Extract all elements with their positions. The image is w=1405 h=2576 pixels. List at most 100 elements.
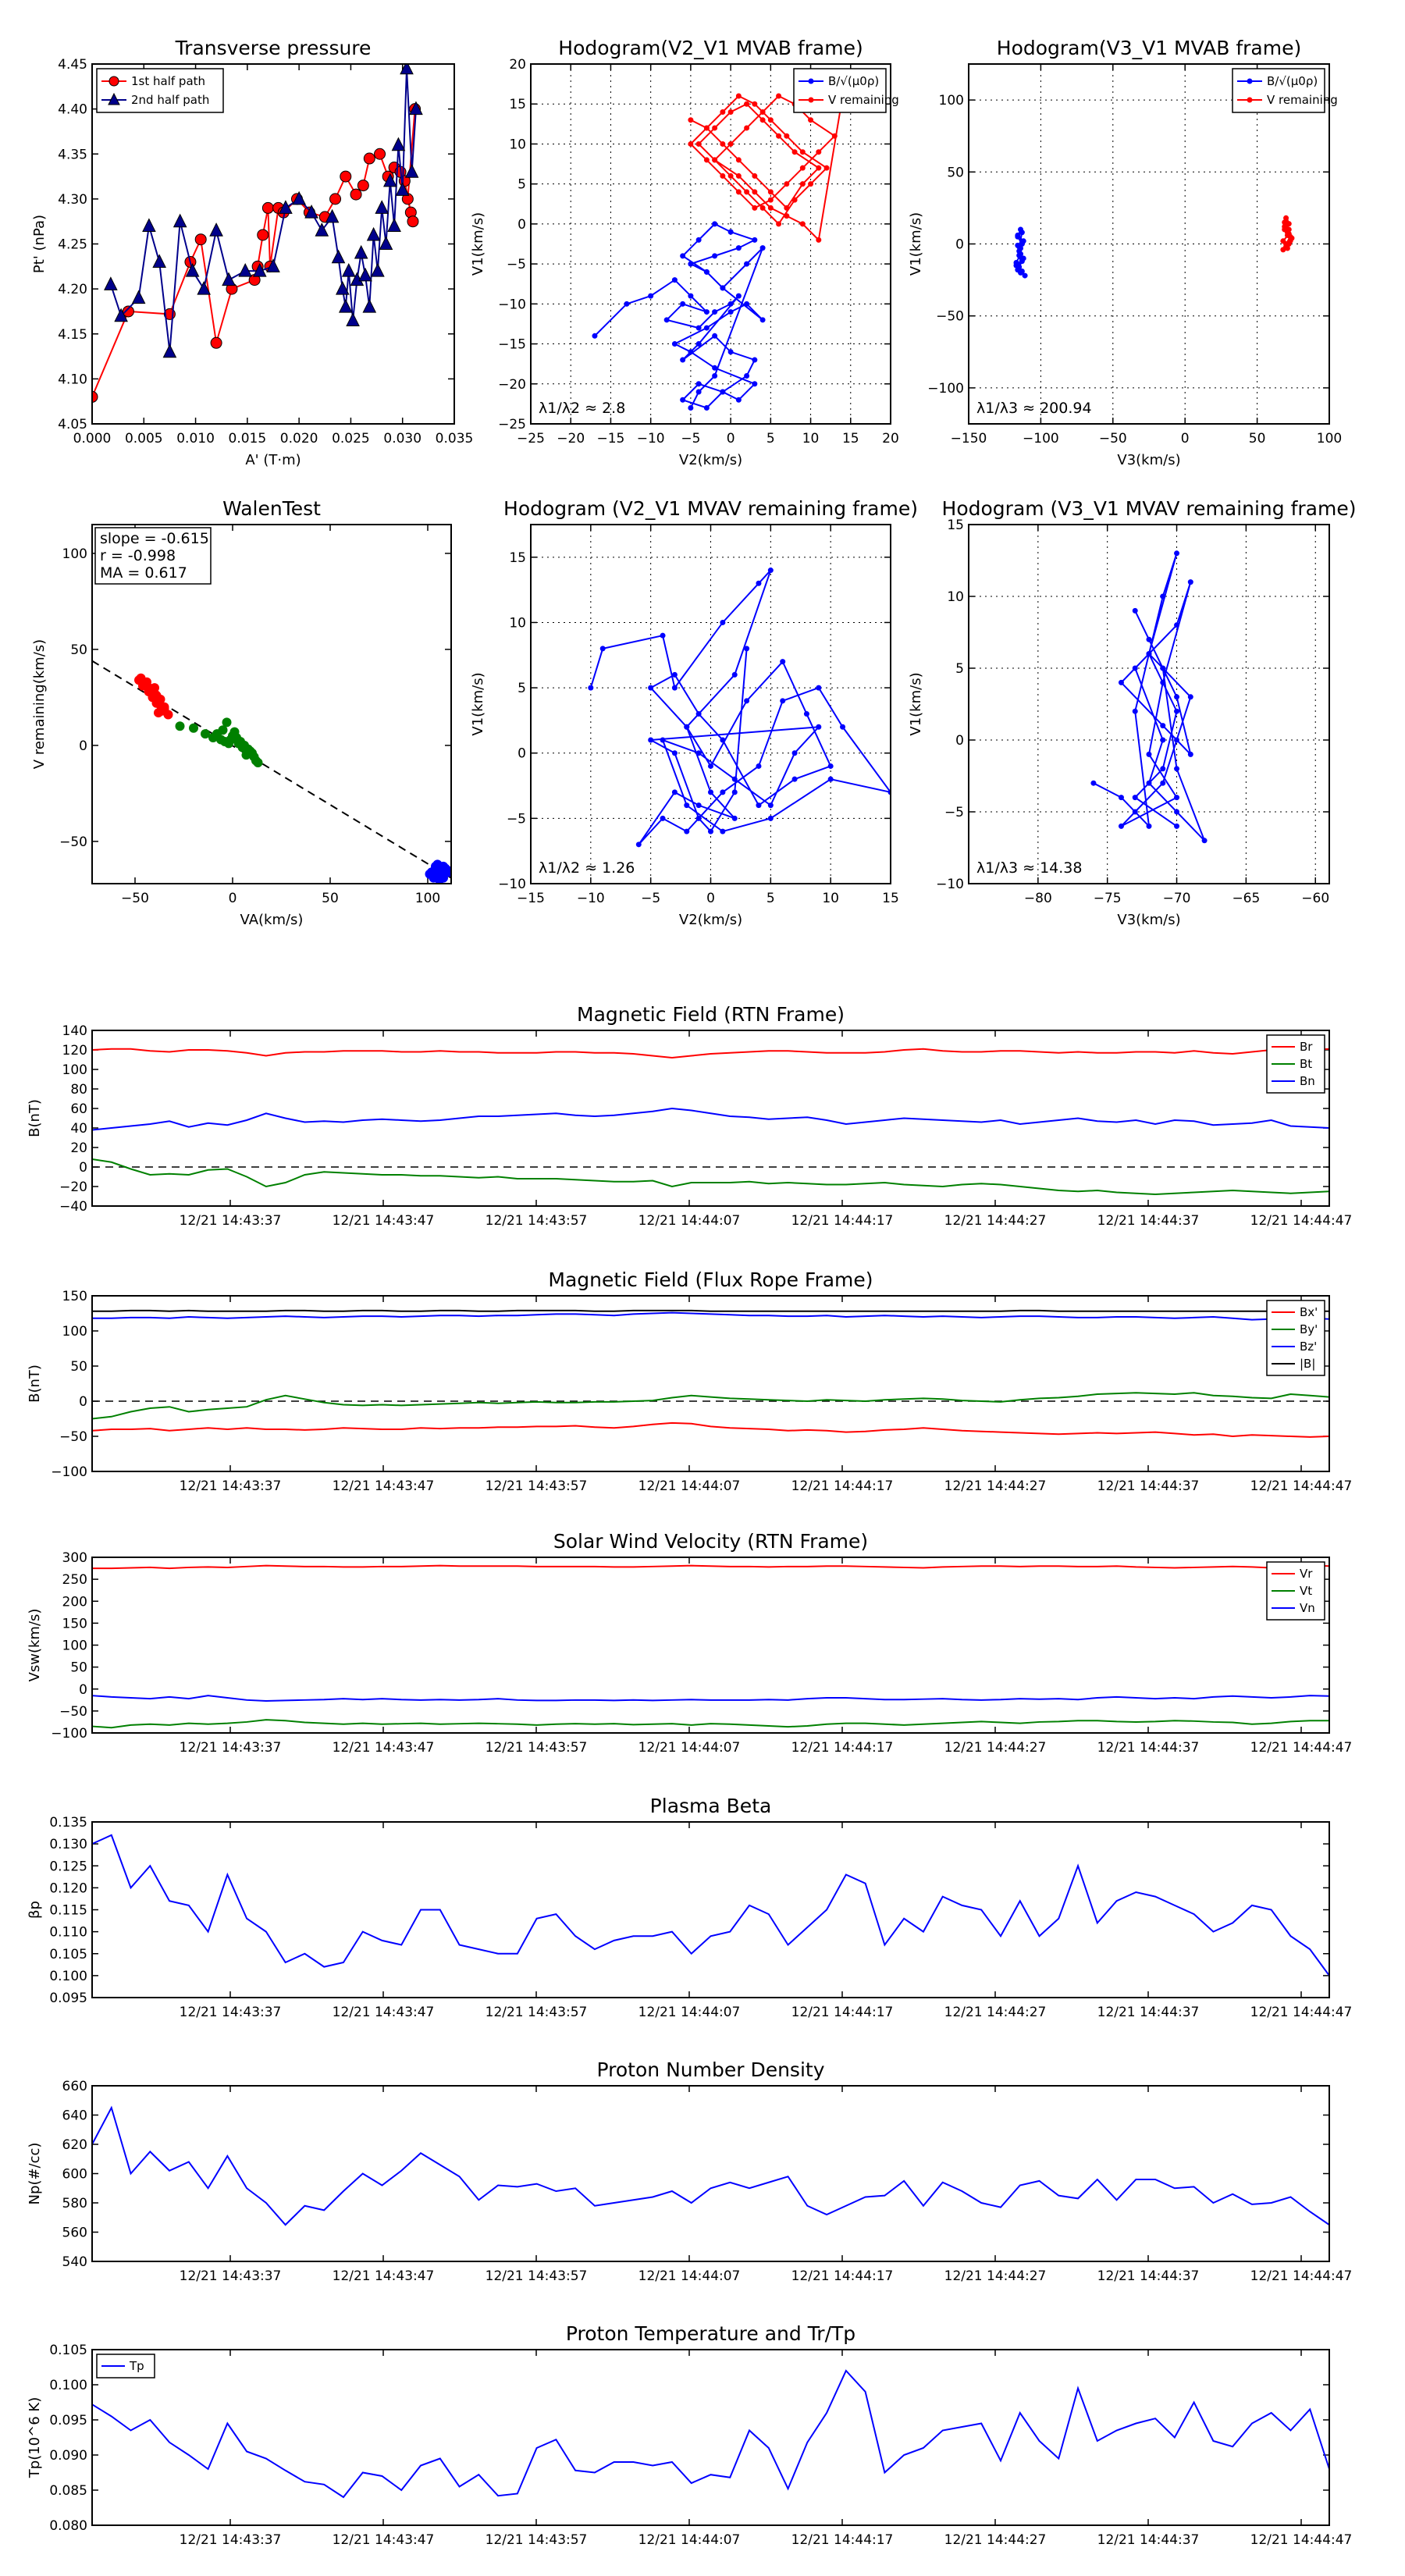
- data-point: [1174, 766, 1180, 772]
- x-tick-label: 15: [882, 891, 899, 906]
- data-point: [1160, 665, 1166, 671]
- y-tick-label: 0.115: [49, 1903, 87, 1919]
- data-point: [744, 646, 750, 652]
- y-axis-label: Tp(10^6 K): [27, 2397, 43, 2478]
- y-tick-label: −10: [498, 877, 526, 892]
- legend-label: V remaining: [828, 93, 899, 107]
- data-point: [727, 109, 734, 115]
- y-tick-label: 40: [70, 1121, 87, 1137]
- data-point: [712, 157, 718, 163]
- data-point: [744, 101, 750, 107]
- y-tick-label: −10: [498, 297, 526, 312]
- y-tick-label: 0: [955, 733, 964, 749]
- data-point: [767, 205, 774, 211]
- y-tick-label: 5: [518, 681, 526, 696]
- y-axis-label: V1(km/s): [470, 212, 486, 276]
- y-tick-label: −10: [936, 877, 964, 892]
- y-tick-label: 0: [955, 237, 964, 253]
- x-tick-label: 12/21 14:44:07: [638, 2532, 741, 2548]
- x-tick-label: 50: [1249, 431, 1266, 447]
- y-tick-label: 50: [70, 1660, 87, 1676]
- data-point: [357, 180, 369, 192]
- legend-box: [793, 68, 887, 113]
- y-tick-label: 150: [62, 1289, 87, 1304]
- series-v-remaining: [1280, 215, 1295, 253]
- data-point: [671, 341, 678, 347]
- data-point: [816, 149, 822, 155]
- y-tick-label: −5: [507, 257, 526, 272]
- data-point: [688, 293, 694, 299]
- data-point: [1160, 780, 1166, 786]
- data-point: [1132, 665, 1138, 671]
- legend: B/√(μ0ρ) V remaining: [793, 68, 899, 113]
- data-point: [1020, 238, 1026, 244]
- legend-label: Bn: [1300, 1074, 1315, 1088]
- series-line-by: [91, 1392, 1330, 1420]
- data-point: [759, 109, 766, 115]
- data-point: [759, 317, 766, 323]
- plot-frame: [91, 1557, 1330, 1734]
- data-point: [588, 685, 594, 691]
- x-axis-label: V3(km/s): [1117, 912, 1180, 928]
- data-point: [708, 763, 713, 769]
- y-tick-label: 560: [62, 2226, 87, 2241]
- data-point: [252, 262, 267, 277]
- data-point: [808, 97, 814, 103]
- data-point: [329, 193, 342, 205]
- plot-frame: [530, 524, 891, 884]
- x-tick-label: 10: [802, 431, 820, 447]
- x-tick-label: 12/21 14:44:37: [1097, 2268, 1200, 2284]
- data-point: [727, 309, 734, 315]
- plot-frame: [91, 2349, 1330, 2526]
- data-point: [439, 873, 448, 883]
- chart-title: Proton Temperature and Tr/Tp: [566, 2322, 855, 2345]
- y-tick-label: 0.125: [49, 1859, 87, 1874]
- data-point: [680, 253, 686, 259]
- data-point: [1019, 229, 1025, 236]
- y-tick-label: 4.20: [58, 282, 87, 297]
- y-tick-label: −15: [498, 337, 526, 353]
- data-point: [114, 308, 128, 322]
- data-point: [799, 165, 806, 171]
- data-point: [776, 221, 782, 227]
- data-point: [744, 189, 750, 195]
- data-point: [720, 828, 726, 834]
- data-point: [648, 685, 654, 691]
- data-point: [1201, 838, 1208, 844]
- legend-label: Br: [1300, 1040, 1313, 1054]
- y-tick-label: −50: [59, 1429, 87, 1445]
- data-point: [727, 349, 734, 355]
- series-line-beta: [91, 1834, 1330, 1976]
- y-tick-label: 0.110: [49, 1925, 87, 1941]
- data-point: [720, 619, 726, 625]
- x-tick-label: 12/21 14:44:27: [944, 1740, 1047, 1756]
- data-point: [840, 724, 846, 730]
- series-line-br: [91, 1048, 1330, 1059]
- data-point: [1282, 219, 1288, 226]
- data-point: [660, 632, 666, 639]
- x-tick-label: −5: [641, 891, 660, 906]
- x-tick-label: 0: [1181, 431, 1190, 447]
- x-tick-label: 12/21 14:43:37: [180, 2005, 282, 2020]
- x-tick-label: 12/21 14:43:37: [180, 2268, 282, 2284]
- y-tick-label: −5: [944, 805, 964, 820]
- y-tick-label: 4.35: [58, 147, 87, 162]
- data-point: [1118, 679, 1124, 685]
- y-tick-label: 15: [509, 550, 526, 566]
- data-point: [134, 675, 144, 685]
- data-point: [784, 181, 790, 187]
- y-tick-label: 0.100: [49, 1969, 87, 1984]
- y-tick-label: 4.40: [58, 102, 87, 118]
- data-point: [688, 349, 694, 355]
- x-tick-label: 12/21 14:43:57: [486, 1213, 588, 1229]
- y-tick-label: 0: [79, 738, 87, 754]
- chart-mag_rtn: Magnetic Field (RTN Frame) −40 −20 0 20 40 60 8…: [27, 1003, 1352, 1229]
- data-point: [1018, 254, 1024, 260]
- data-point: [695, 389, 702, 395]
- data-point: [400, 64, 414, 75]
- data-point: [1146, 823, 1152, 829]
- x-tick-label: 12/21 14:44:47: [1250, 1740, 1353, 1756]
- chart-title: WalenTest: [222, 497, 321, 520]
- y-tick-label: 0: [79, 1160, 87, 1176]
- x-tick-label: 50: [322, 891, 339, 906]
